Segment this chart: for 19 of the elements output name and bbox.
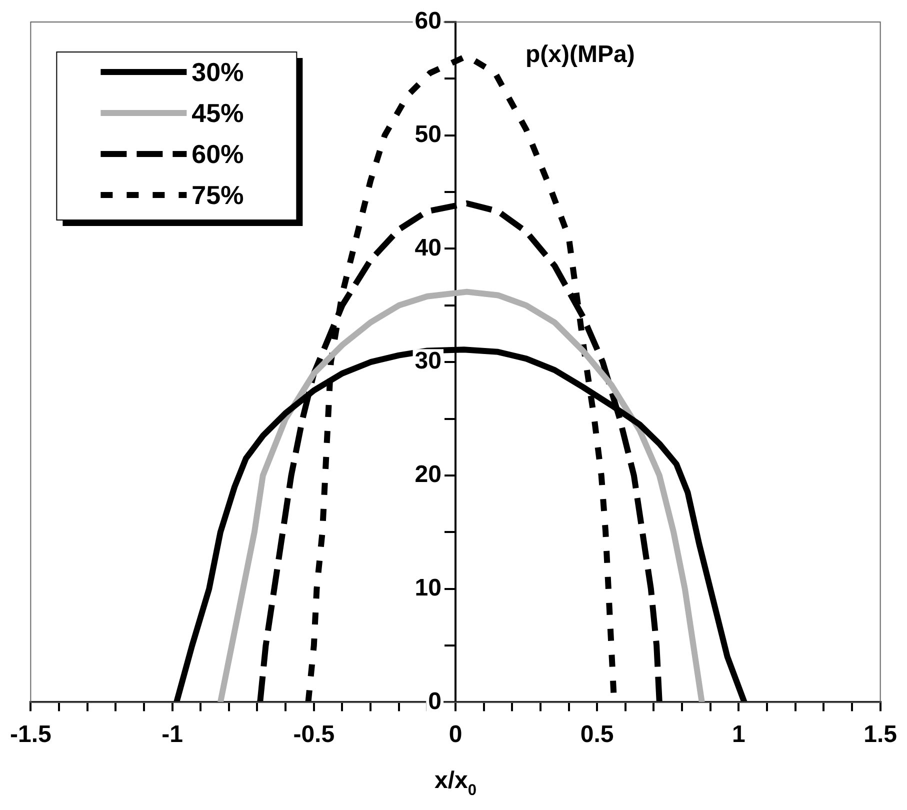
x-tick-label: 0.5: [580, 721, 614, 748]
y-tick-label: 0: [428, 688, 442, 715]
legend-label: 75%: [192, 180, 244, 210]
x-tick-label: 1.5: [864, 721, 898, 748]
legend-label: 45%: [192, 98, 244, 128]
x-tick-label: -0.5: [293, 721, 335, 748]
x-tick-label: 1: [732, 721, 746, 748]
legend-label: 30%: [192, 57, 244, 88]
y-axis-title: p(x)(MPa): [526, 41, 635, 68]
y-tick-label: 60: [414, 8, 442, 35]
x-tick-label: 0: [448, 721, 462, 748]
x-tick-label: -1.5: [10, 721, 52, 748]
legend-label: 60%: [192, 139, 244, 170]
y-tick-label: 40: [414, 234, 442, 262]
y-tick-label: 20: [414, 461, 442, 488]
y-tick-label: 50: [414, 120, 442, 148]
x-tick-label: -1: [162, 721, 183, 748]
y-tick-label: 10: [414, 574, 442, 602]
y-tick-label: 30: [414, 348, 442, 375]
